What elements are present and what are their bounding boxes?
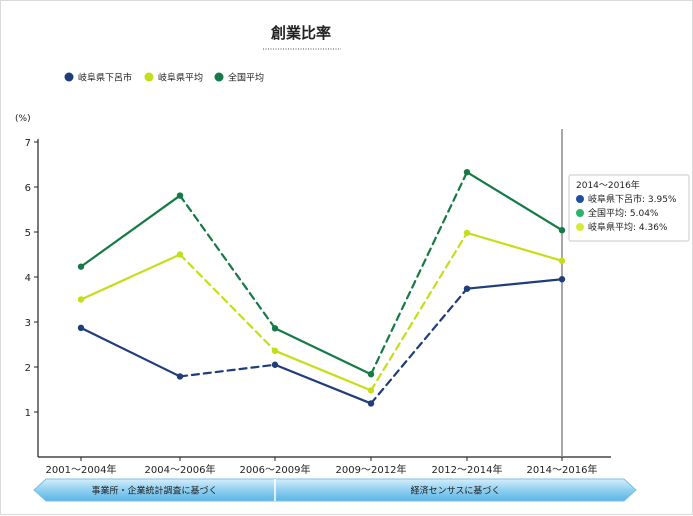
legend-marker-0 [64, 72, 74, 82]
series-2-point-1 [176, 192, 184, 199]
axes: 1 2 3 4 5 6 7 2001～2004年 2004～2006年 2006～2009年 200… [25, 138, 611, 476]
series-0-segment-0 [79, 326, 182, 378]
y-tick-label-3: 4 [25, 273, 31, 284]
series-1-point-5 [558, 257, 566, 264]
band-label-0: 事業所・企業統計調査に基づく [91, 485, 217, 497]
series-0-point-1 [176, 373, 184, 380]
series-0-point-2 [271, 361, 279, 368]
series-0-point-4 [463, 285, 471, 292]
series-2-point-5 [558, 227, 566, 234]
series-0-segment-1 [178, 363, 277, 378]
plot-area [77, 129, 566, 457]
series-1-segment-3 [369, 231, 469, 392]
series-0-segment-2 [273, 363, 373, 405]
series-1-segment-2 [273, 349, 373, 392]
legend: 岐阜県下呂市 岐阜県平均 全国平均 [64, 72, 264, 84]
y-tick-label-4: 5 [25, 228, 31, 239]
y-tick-label-5: 6 [25, 183, 31, 194]
series-1-segment-0 [79, 253, 182, 301]
tooltip-row-0: 岐阜県下呂市: 3.95% [588, 193, 677, 205]
source-bands: 事業所・企業統計調査に基づく 経済センサスに基づく [33, 478, 637, 502]
series-0-point-5 [558, 276, 566, 283]
legend-label-1: 岐阜県平均 [158, 72, 203, 84]
series-1-point-0 [77, 296, 85, 303]
series-2-point-4 [463, 168, 471, 176]
band-label-1: 経済センサスに基づく [411, 485, 501, 497]
y-tick-label-1: 2 [25, 363, 31, 374]
x-tick-label-4: 2012～2014年 [432, 463, 503, 476]
series-2-point-3 [367, 371, 375, 378]
x-tick-label-0: 2001～2004年 [46, 463, 117, 476]
series-1-point-2 [271, 347, 279, 354]
tooltip-row-1: 全国平均: 5.04% [588, 207, 659, 219]
legend-marker-2 [214, 72, 224, 82]
series-2-segment-2 [273, 327, 373, 376]
x-tick-label-2: 2006～2009年 [240, 463, 311, 476]
tooltip-marker-1 [576, 209, 584, 217]
y-tick-label-6: 7 [25, 138, 31, 149]
series-1-point-3 [367, 387, 375, 394]
series-1-segment-1 [178, 253, 277, 352]
tooltip-marker-0 [576, 195, 584, 203]
series-0-segment-4 [465, 278, 564, 290]
series-0-segment-3 [369, 287, 469, 405]
legend-marker-1 [144, 72, 154, 82]
series-2-point-0 [77, 263, 85, 270]
series-2-segment-3 [369, 171, 469, 376]
tooltip-title: 2014～2016年 [576, 179, 640, 191]
tooltip-marker-2 [576, 223, 584, 231]
series-0-point-3 [367, 400, 375, 407]
tooltip-row-2: 岐阜県平均: 4.36% [588, 221, 668, 233]
x-tick-label-5: 2014～2016年 [527, 463, 598, 476]
legend-label-2: 全国平均 [228, 72, 264, 84]
legend-label-0: 岐阜県下呂市 [78, 72, 132, 84]
x-tick-label-1: 2004～2006年 [145, 463, 216, 476]
series-1-point-4 [463, 229, 471, 237]
series-2-segment-1 [178, 194, 277, 330]
y-axis-unit: (%) [15, 114, 31, 124]
series-2-segment-4 [465, 171, 564, 232]
tooltip-box [568, 174, 690, 242]
y-tick-label-2: 3 [25, 318, 31, 329]
series-0-point-0 [77, 324, 85, 332]
chart-title: 創業比率 [270, 24, 331, 42]
y-tick-label-0: 1 [25, 408, 31, 419]
series-2-segment-0 [79, 194, 182, 268]
series-1-segment-4 [465, 231, 564, 262]
x-tick-label-3: 2009～2012年 [336, 463, 407, 476]
series-1-point-1 [176, 251, 184, 258]
series-2-point-2 [271, 325, 279, 332]
